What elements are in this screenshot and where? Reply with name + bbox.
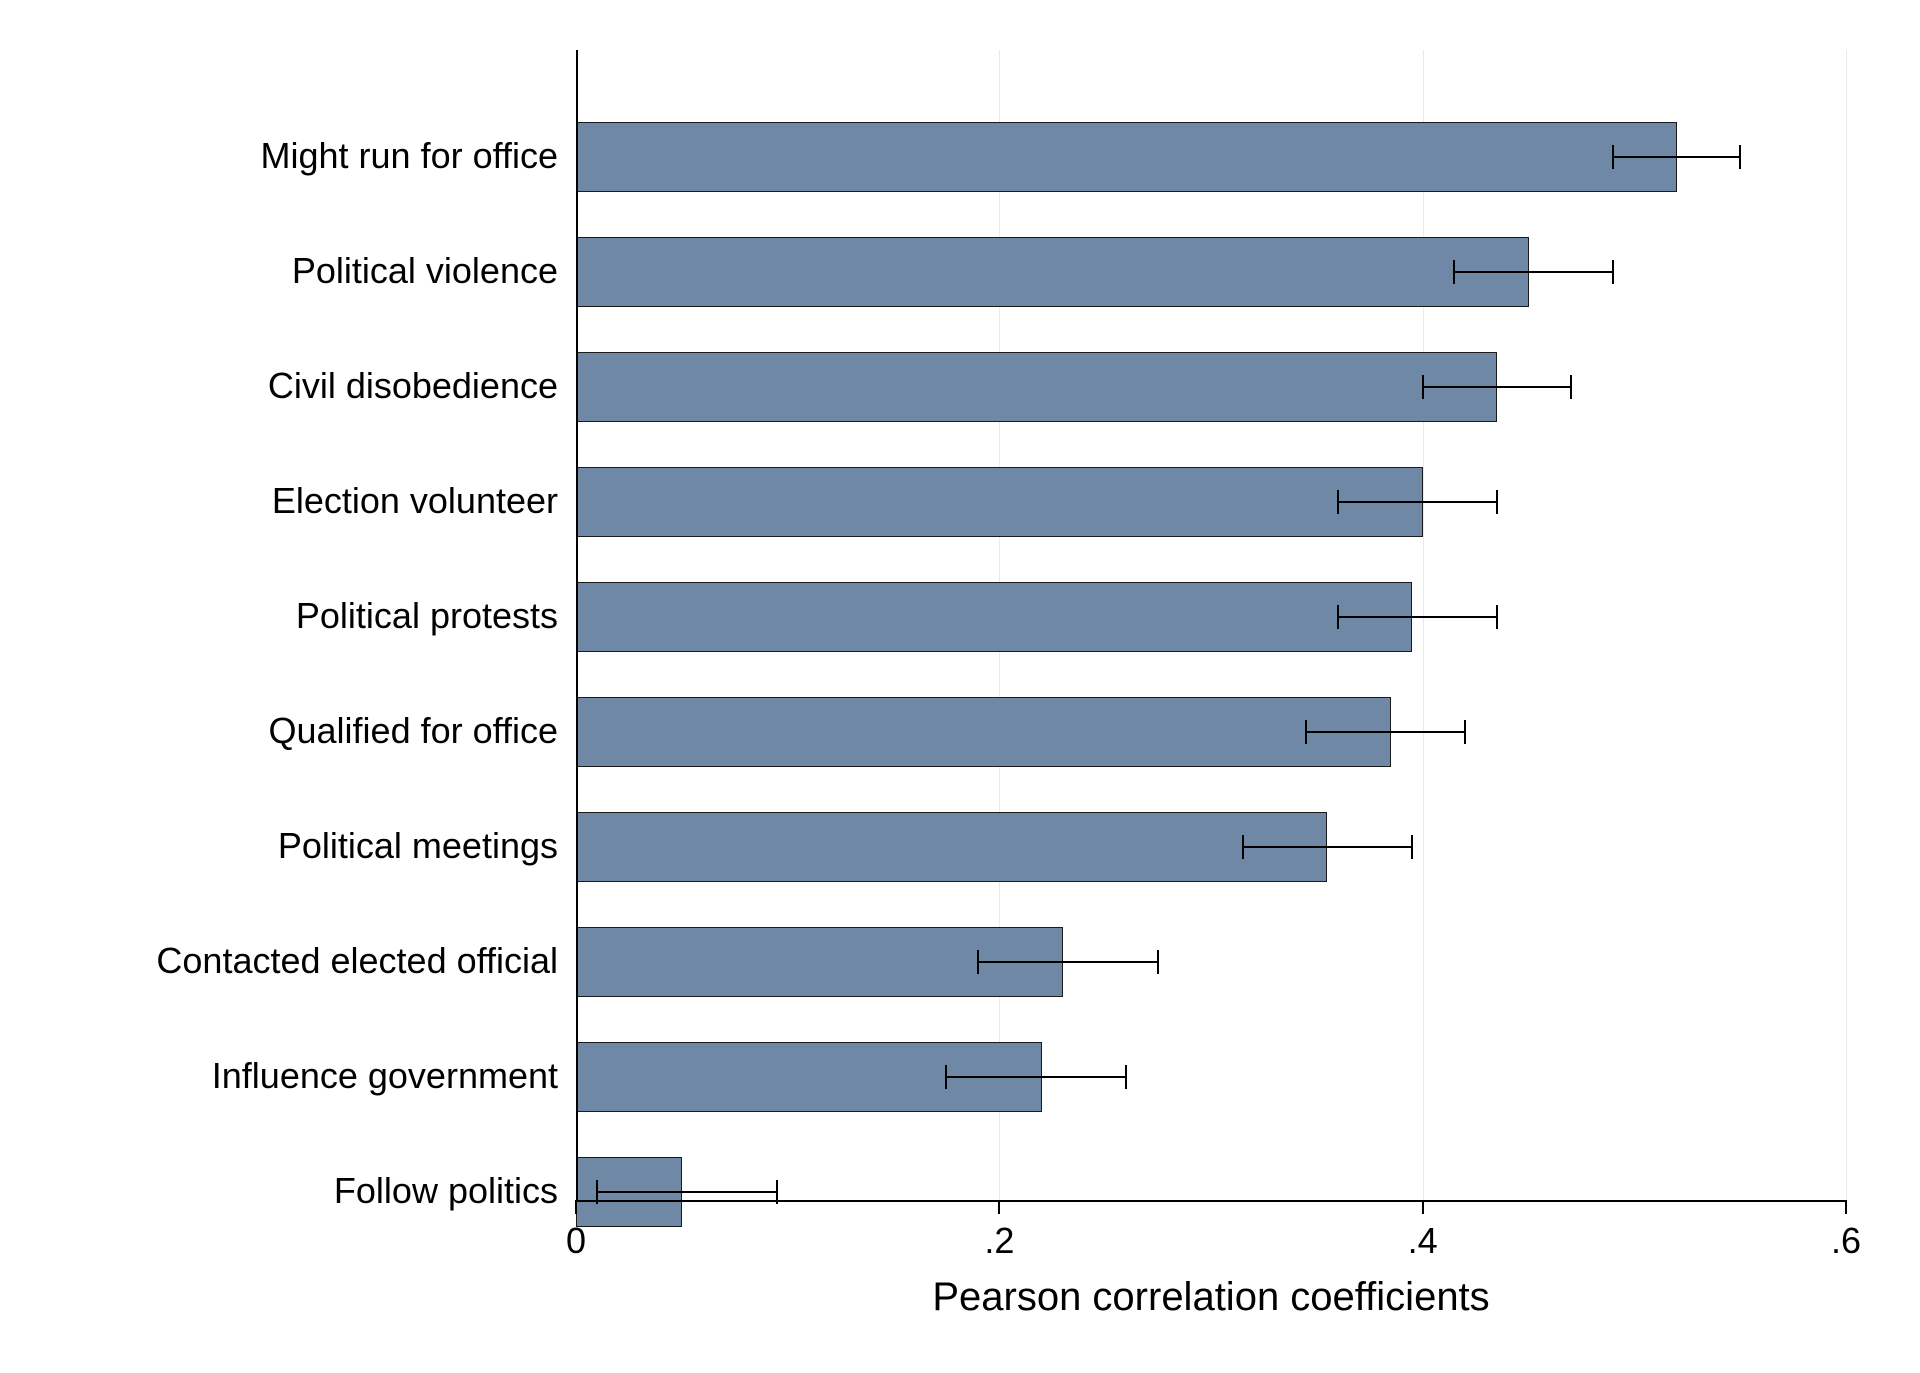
error-cap — [1612, 145, 1614, 169]
error-whisker — [1338, 501, 1497, 503]
error-whisker — [1306, 731, 1465, 733]
bar — [576, 697, 1391, 767]
y-axis-line — [576, 50, 578, 1200]
error-cap — [1125, 1065, 1127, 1089]
x-axis-tick-label: .6 — [1831, 1220, 1861, 1262]
x-axis-title: Pearson correlation coefficients — [576, 1275, 1846, 1320]
error-cap — [1464, 720, 1466, 744]
error-cap — [1496, 490, 1498, 514]
x-axis-tick — [1422, 1200, 1424, 1214]
error-cap — [945, 1065, 947, 1089]
error-cap — [1305, 720, 1307, 744]
error-whisker — [946, 1076, 1126, 1078]
error-cap — [1570, 375, 1572, 399]
error-cap — [1612, 260, 1614, 284]
error-whisker — [1243, 846, 1412, 848]
y-axis-label: Civil disobedience — [268, 365, 558, 407]
error-whisker — [1338, 616, 1497, 618]
x-axis-tick — [575, 1200, 577, 1214]
y-axis-label: Political meetings — [278, 825, 558, 867]
y-axis-label: Qualified for office — [269, 710, 559, 752]
y-axis-label: Influence government — [212, 1055, 558, 1097]
error-cap — [1242, 835, 1244, 859]
error-whisker — [597, 1191, 777, 1193]
error-cap — [1739, 145, 1741, 169]
grid-line — [1846, 50, 1847, 1200]
y-axis-label: Contacted elected official — [156, 940, 558, 982]
correlation-bar-chart: Might run for office Political violence Ci… — [0, 0, 1920, 1373]
bar — [576, 352, 1497, 422]
error-whisker — [1454, 271, 1613, 273]
x-axis-tick-label: .4 — [1408, 1220, 1438, 1262]
bar — [576, 122, 1677, 192]
error-whisker — [1423, 386, 1571, 388]
x-axis-tick — [998, 1200, 1000, 1214]
y-axis-label: Political protests — [296, 595, 558, 637]
error-cap — [1496, 605, 1498, 629]
grid-line — [1423, 50, 1424, 1200]
error-whisker — [1613, 156, 1740, 158]
error-cap — [977, 950, 979, 974]
plot-area — [576, 50, 1846, 1200]
x-axis-tick-label: 0 — [566, 1220, 586, 1262]
error-whisker — [978, 961, 1158, 963]
y-axis-label: Might run for office — [261, 135, 558, 177]
bar — [576, 237, 1529, 307]
x-axis-line — [576, 1200, 1846, 1202]
error-cap — [1337, 490, 1339, 514]
error-cap — [1453, 260, 1455, 284]
bar — [576, 812, 1327, 882]
x-axis-tick-label: .2 — [984, 1220, 1014, 1262]
error-cap — [1157, 950, 1159, 974]
error-cap — [1422, 375, 1424, 399]
y-axis-label: Follow politics — [334, 1170, 558, 1212]
y-axis-label: Political violence — [292, 250, 558, 292]
error-cap — [1411, 835, 1413, 859]
bar — [576, 582, 1412, 652]
y-axis-label: Election volunteer — [272, 480, 558, 522]
x-axis-tick — [1845, 1200, 1847, 1214]
bar — [576, 467, 1423, 537]
error-cap — [1337, 605, 1339, 629]
